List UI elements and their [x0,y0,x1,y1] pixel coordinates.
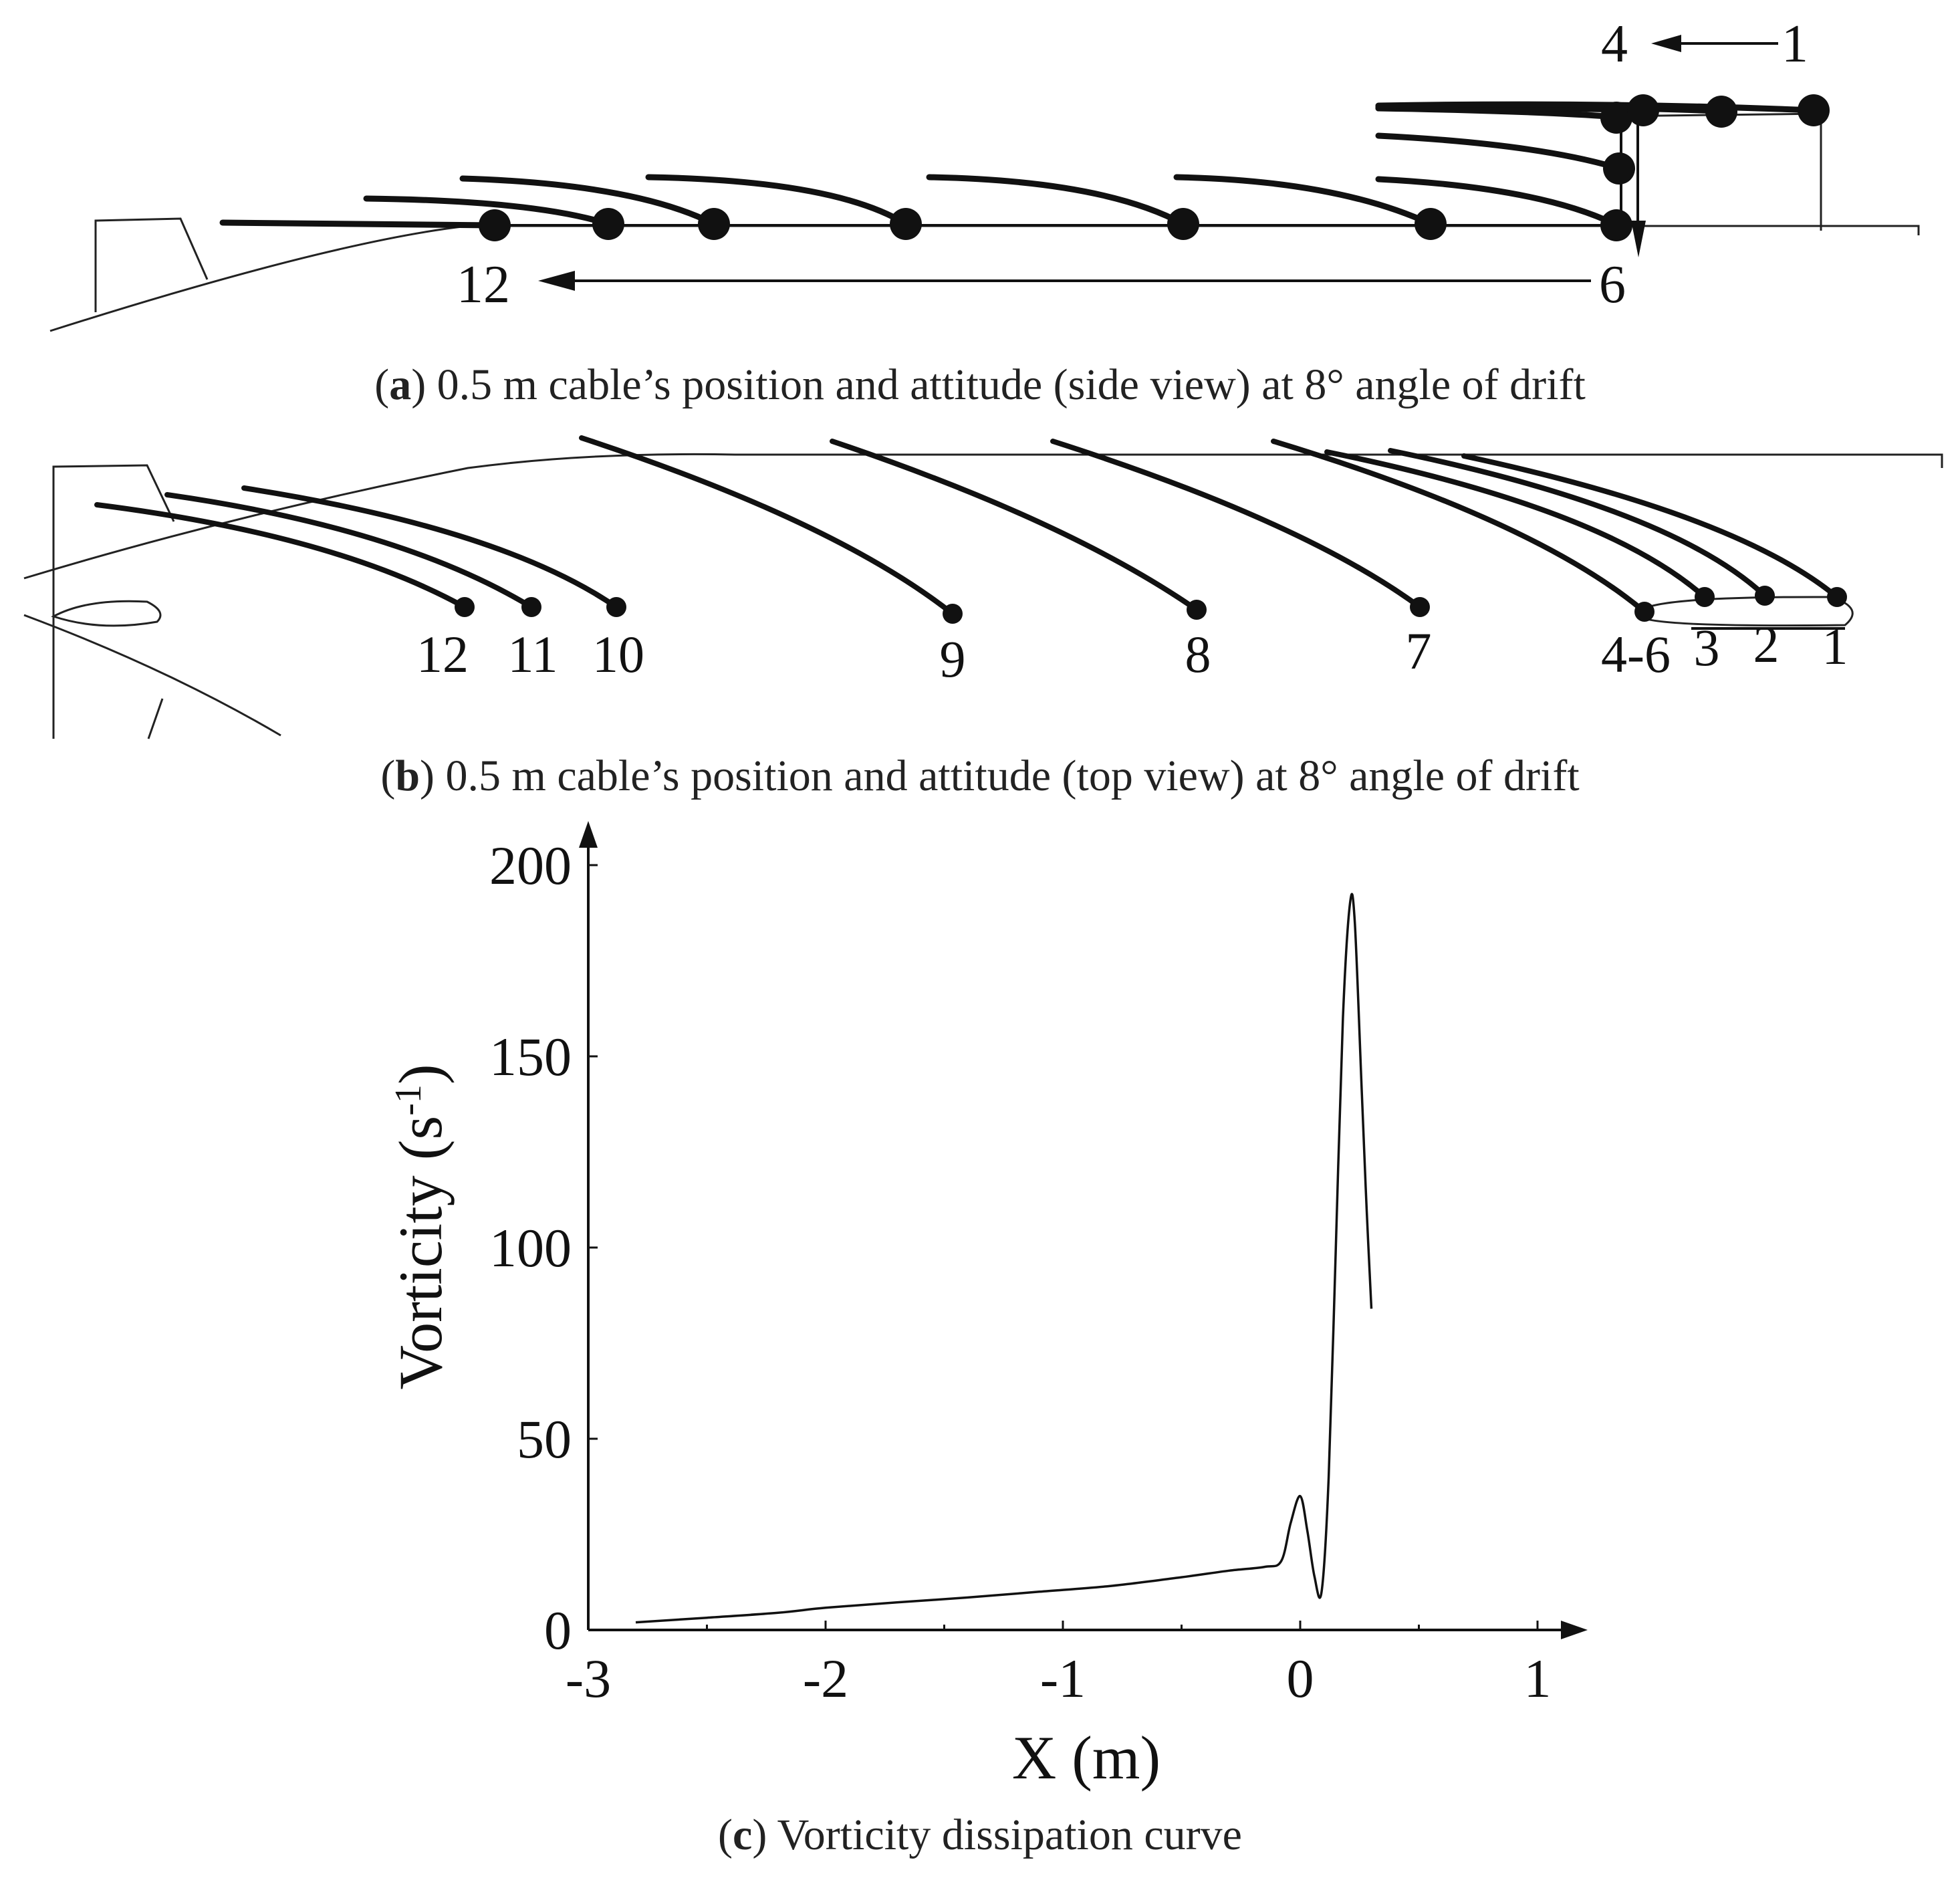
label-top-10: 10 [592,625,644,683]
node-side-10 [698,208,730,240]
label-top-7: 7 [1406,622,1432,680]
node-side-6 [1600,209,1632,241]
node-top-9 [943,604,963,624]
cable-side-10 [459,175,717,227]
hull-outline-side [49,225,1920,332]
node-top-3 [1695,587,1715,607]
node-top-4-6 [1634,602,1655,622]
y-axis-arrowhead [579,821,598,848]
x-axis-arrowhead [1561,1621,1588,1639]
label-side-1: 1 [1782,15,1808,74]
arrow-1-to-4-head [1651,35,1681,52]
y-axis-title: Vorticity (s-1) [386,1064,455,1389]
node-top-11 [521,597,541,617]
x-tick-label: -1 [1040,1648,1086,1709]
caption-a: (a) 0.5 m cable’s position and attitude … [374,360,1586,409]
node-side-11 [592,208,624,240]
label-top-2: 2 [1753,615,1780,673]
cable-side-5 [1375,132,1622,172]
y-tick-label: 50 [517,1409,572,1470]
label-top-8: 8 [1185,625,1211,683]
cable-top-3 [1324,449,1707,600]
cable-side-12 [219,219,498,229]
cable-top-2 [1388,448,1767,598]
caption-b: (b) 0.5 m cable’s position and attitude … [380,751,1579,800]
hull-lower-top [23,614,281,737]
node-top-7 [1410,597,1430,617]
node-top-10 [606,597,626,617]
y-tick-label: 100 [489,1217,572,1278]
node-side-2 [1705,96,1737,128]
x-tick-label: 0 [1287,1648,1314,1709]
panel-a-side-view: 4 1 12 6 [49,15,1920,332]
label-top-9: 9 [940,630,966,688]
rudder-outline-side [94,217,209,312]
label-top-12: 12 [416,625,469,683]
node-top-12 [455,597,475,617]
node-side-4 [1600,102,1632,134]
hull-outline-top [23,453,1943,580]
node-side-8 [1167,208,1199,240]
pod-top [51,600,162,627]
y-ticks: 0 50 100 150 200 [489,835,598,1661]
cable-side-1 [1375,101,1817,114]
y-tick-label: 0 [544,1600,572,1661]
caption-c: (c) Vorticity dissipation curve [718,1810,1242,1859]
series-vorticity-line [635,893,1373,1624]
panel-b-top-view: 12 11 10 9 8 7 4-6 3 2 1 [23,435,1943,739]
node-top-2 [1755,586,1775,606]
tow-pod-top [1643,596,1854,627]
x-tick-label: -2 [803,1648,848,1709]
drop-arrowhead-side [1631,221,1646,257]
label-side-6: 6 [1599,255,1626,314]
label-top-11: 11 [507,625,558,683]
cable-top-4-6 [1271,439,1647,614]
node-side-3 [1627,94,1659,126]
x-axis-title: X (m) [1012,1724,1160,1792]
node-side-7 [1415,208,1447,240]
rudder-strut-top [147,698,164,739]
label-side-12: 12 [457,255,510,314]
cable-side-9 [645,174,909,227]
node-side-12 [479,209,511,241]
y-tick-label: 150 [489,1026,572,1087]
cable-top-1 [1461,453,1840,600]
label-side-4: 4 [1601,15,1628,74]
cable-top-7 [1050,439,1423,610]
label-top-1: 1 [1822,617,1848,675]
cable-top-9 [579,435,955,616]
cable-top-10 [241,485,619,610]
node-side-9 [890,208,922,240]
label-top-4-6: 4-6 [1601,625,1671,683]
cable-top-12 [94,502,467,610]
node-top-1 [1827,587,1847,607]
node-side-5 [1603,152,1635,185]
node-top-8 [1187,600,1207,620]
cable-side-7 [1173,174,1434,227]
cable-side-8 [926,174,1187,227]
cable-side-6 [1375,176,1618,227]
y-tick-label: 200 [489,835,572,896]
x-ticks: -3 -2 -1 0 1 [566,1621,1552,1709]
label-top-3: 3 [1694,618,1720,677]
x-tick-label: 1 [1524,1648,1552,1709]
x-tick-label: -3 [566,1648,611,1709]
panel-c-chart: -3 -2 -1 0 1 0 50 100 150 200 X (m) Vorticity (s… [386,821,1588,1792]
arrow-6-to-12-head [538,271,575,291]
node-side-1 [1798,94,1830,126]
rudder-outline-top [52,464,175,739]
cable-top-11 [164,492,534,610]
cable-top-8 [830,439,1199,612]
cable-side-11 [363,195,612,227]
